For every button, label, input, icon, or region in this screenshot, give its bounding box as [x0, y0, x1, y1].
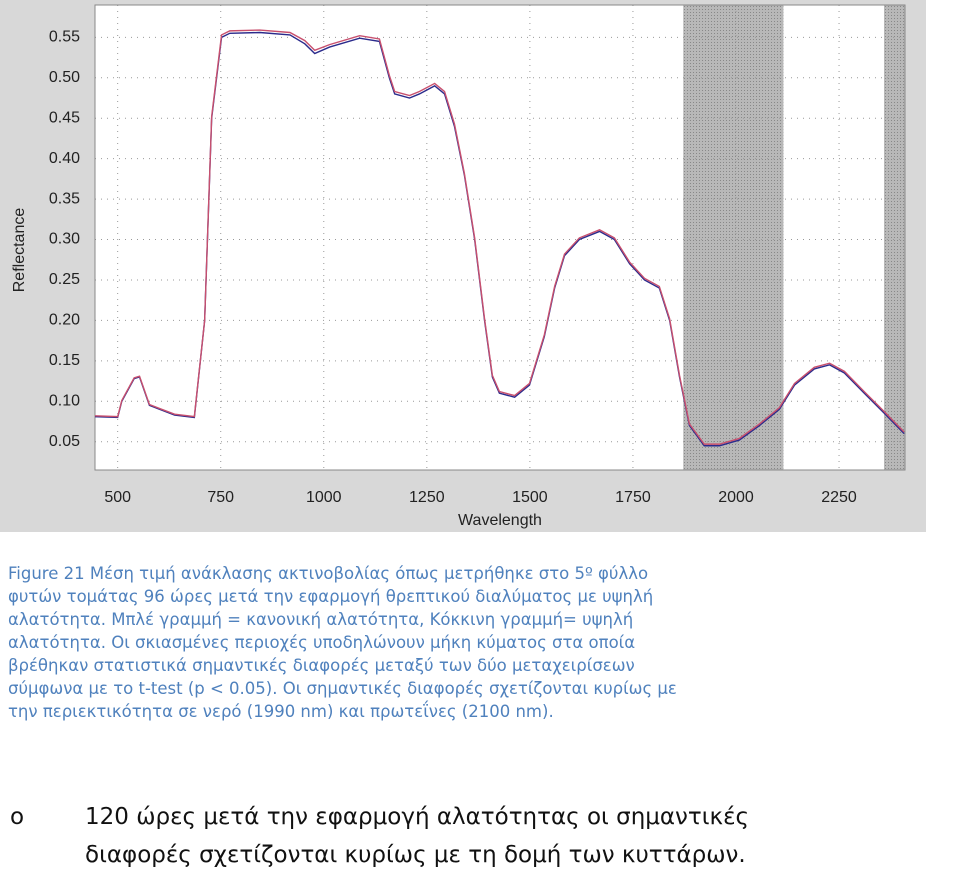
x-axis-label: Wavelength	[458, 512, 542, 529]
y-tick-label: 0.30	[49, 231, 80, 248]
chart: Wavelength Reflectance 0.05 0.10 0.15 0.20 0…	[0, 0, 926, 532]
data-line	[94, 29, 905, 445]
x-tick-label: 1250	[409, 489, 445, 506]
y-tick-label: 0.25	[49, 271, 80, 288]
caption-line: φυτών τομάτας 96 ώρες μετά την εφαρμογή …	[8, 587, 654, 606]
caption-line: αλατότητα. Μπλέ γραμμή = κανονική αλατότ…	[8, 610, 634, 629]
x-tick-label: 750	[207, 489, 234, 506]
x-tick-label: 1000	[306, 489, 342, 506]
x-tick-label: 2250	[821, 489, 857, 506]
y-tick-label: 0.55	[49, 29, 80, 46]
y-tick-label: 0.45	[49, 109, 80, 126]
y-tick-label: 0.35	[49, 190, 80, 207]
y-tick-label: 0.20	[49, 312, 80, 329]
caption-line: βρέθηκαν στατιστικά σημαντικές διαφορές …	[8, 656, 635, 675]
y-tick-label: 0.40	[49, 150, 80, 167]
y-tick-label: 0.10	[49, 392, 80, 409]
bullet-marker: o	[10, 804, 25, 830]
caption-line: Figure 21 Μέση τιμή ανάκλασης ακτινοβολί…	[8, 564, 649, 583]
y-axis-label: Reflectance	[11, 208, 28, 293]
plot-frame	[94, 4, 906, 471]
y-tick-label: 0.50	[49, 69, 80, 86]
x-tick-label: 1500	[512, 489, 548, 506]
y-tick-label: 0.05	[49, 433, 80, 450]
caption-line: αλατότητα. Οι σκιασμένες περιοχές υποδηλ…	[8, 633, 636, 652]
bullet-line: διαφορές σχετίζονται κυρίως με τη δομή τ…	[85, 842, 746, 868]
y-tick-label: 0.15	[49, 352, 80, 369]
caption-line: την περιεκτικότητα σε νερό (1990 nm) και…	[8, 702, 554, 721]
x-tick-label: 500	[104, 489, 131, 506]
x-tick-label: 2000	[718, 489, 754, 506]
caption-line: σύμφωνα με το t-test (p < 0.05). Οι σημα…	[8, 679, 677, 698]
shaded-region	[883, 5, 905, 470]
shaded-region	[683, 5, 784, 470]
bullet-line: 120 ώρες μετά την εφαρμογή αλατότητας οι…	[85, 804, 750, 830]
x-tick-label: 1750	[615, 489, 651, 506]
